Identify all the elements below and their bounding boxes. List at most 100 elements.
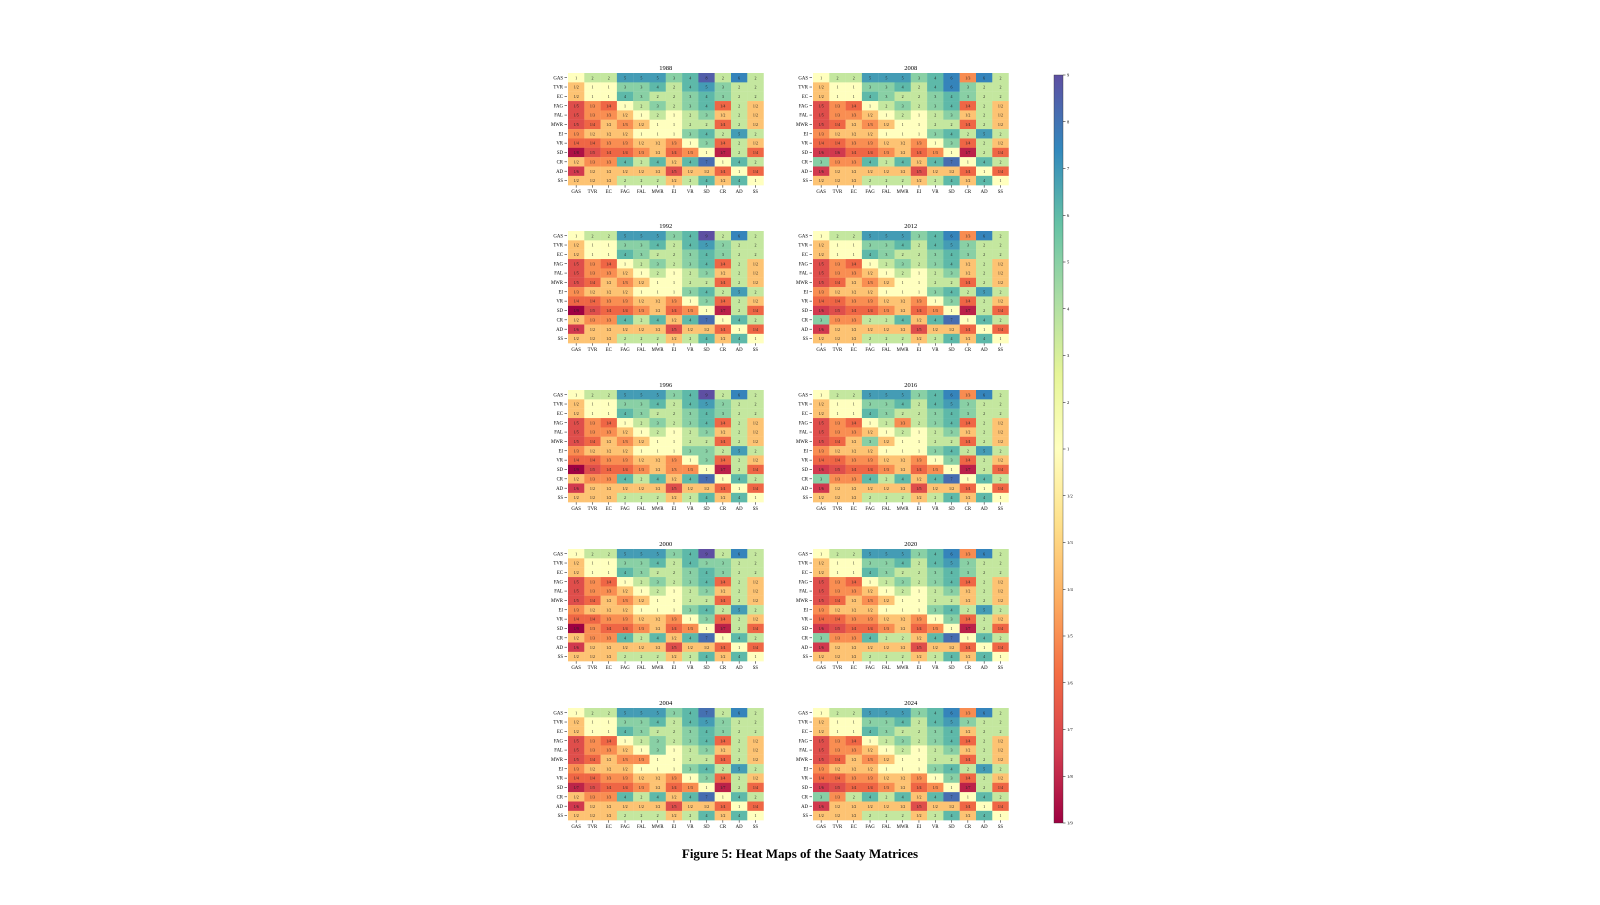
heatmap-cell — [959, 474, 977, 484]
cell-value: 1/2 — [574, 635, 579, 640]
cell-value: 3 — [967, 411, 969, 416]
heatmap-cell — [878, 73, 895, 83]
heatmap-cell — [649, 110, 666, 120]
heatmap-cell — [714, 296, 732, 306]
cell-value: 3 — [722, 85, 724, 90]
cell-value: 2 — [999, 317, 1001, 322]
col-label: GAS — [816, 190, 826, 195]
cell-value: 1/2 — [622, 430, 627, 435]
heatmap-cell — [584, 101, 601, 111]
heatmap-cell — [878, 287, 895, 297]
heatmap-cell — [943, 792, 960, 802]
heatmap-cell — [992, 399, 1009, 409]
cell-value: 4 — [869, 729, 871, 734]
heatmap-cell — [649, 754, 666, 765]
cell-value: 1/2 — [867, 766, 872, 771]
cell-value: 7 — [951, 159, 953, 164]
cell-value: 1/2 — [639, 486, 644, 491]
cell-value: 1 — [918, 757, 920, 762]
cell-value: 3 — [820, 635, 822, 640]
cell-value: 1/2 — [819, 495, 824, 500]
cell-value: 5 — [983, 607, 985, 612]
cell-value: 1/3 — [884, 150, 889, 155]
col-label: GAS — [816, 666, 826, 671]
cell-value: 5 — [902, 392, 904, 397]
cell-value: 2 — [640, 495, 642, 500]
cell-value: 1/3 — [835, 430, 840, 435]
heatmap-cell — [682, 296, 699, 306]
cell-value: 1/3 — [965, 392, 970, 397]
heatmap-cell — [813, 324, 830, 334]
heatmap-cell — [747, 305, 764, 316]
cell-value: 1/4 — [867, 467, 872, 472]
heatmap-cell — [943, 333, 960, 344]
heatmap-cell — [584, 605, 601, 615]
cell-value: 4 — [657, 635, 659, 640]
cell-value: 3 — [706, 299, 708, 304]
cell-value: 2 — [934, 598, 936, 603]
heatmap-cell — [845, 436, 863, 447]
heatmap-cell — [910, 717, 928, 727]
cell-value: 3 — [689, 420, 691, 425]
cell-value: 1 — [706, 785, 708, 790]
cell-value: 1 — [853, 85, 855, 90]
cell-value: 1/3 — [574, 289, 579, 294]
heatmap-cell — [682, 157, 699, 167]
cell-value: 3 — [967, 243, 969, 248]
row-label: VR — [556, 777, 563, 782]
heatmap-cell — [894, 614, 911, 624]
cell-value: 1 — [885, 131, 887, 136]
cell-value: 1/3 — [606, 748, 611, 753]
heatmap-cell — [845, 305, 863, 316]
heatmap-cell — [731, 773, 748, 783]
cell-value: 1 — [836, 243, 838, 248]
heatmap-cell — [976, 418, 993, 428]
heatmap-cell — [568, 642, 585, 652]
cell-value: 1/3 — [606, 159, 611, 164]
cell-value: 5 — [983, 766, 985, 771]
heatmap-cell — [633, 287, 650, 297]
heatmap-cell — [616, 418, 634, 428]
heatmap-cell — [616, 605, 634, 615]
cell-value: 9 — [706, 233, 708, 238]
cell-value: 4 — [902, 402, 904, 407]
heatmap-cell — [845, 231, 863, 241]
cell-value: 1/2 — [574, 159, 579, 164]
heatmap-cell — [910, 651, 928, 662]
heatmap-cell — [633, 427, 650, 437]
cell-value: 4 — [738, 317, 740, 322]
cell-value: 1 — [640, 748, 642, 753]
cell-value: 5 — [885, 710, 887, 715]
heatmap-cell — [894, 259, 911, 269]
cell-value: 2 — [608, 392, 610, 397]
cell-value: 3 — [706, 448, 708, 453]
cell-value: 2 — [999, 402, 1001, 407]
heatmap-cell — [714, 249, 732, 260]
row-label: CR — [557, 477, 564, 482]
cell-value: 1/2 — [835, 495, 840, 500]
cell-value: 1/2 — [851, 654, 856, 659]
cell-value: 1/2 — [671, 794, 676, 799]
heatmap-cell — [910, 427, 928, 437]
heatmap-cell — [813, 296, 830, 306]
heatmap-cell — [959, 157, 977, 167]
cell-value: 2 — [983, 757, 985, 762]
heatmap-cell — [568, 91, 585, 102]
heatmap-cell — [976, 315, 993, 325]
heatmap-cell — [649, 390, 666, 400]
heatmap-cell — [665, 408, 683, 419]
heatmap-cell — [649, 147, 666, 158]
heatmap-cell — [813, 614, 830, 624]
heatmap-cell — [813, 464, 830, 475]
cell-value: 1/3 — [835, 420, 840, 425]
cell-value: 1/4 — [819, 458, 824, 463]
cell-value: 1/2 — [590, 131, 595, 136]
col-label: EI — [917, 825, 922, 830]
heatmap-cell — [682, 427, 699, 437]
heatmap-cell — [829, 399, 846, 409]
heatmap-cell — [959, 717, 977, 727]
cell-value: 1 — [722, 794, 724, 799]
heatmap-cell — [943, 82, 960, 92]
heatmap-cell — [649, 399, 666, 409]
panel-title: 2008 — [904, 65, 917, 72]
